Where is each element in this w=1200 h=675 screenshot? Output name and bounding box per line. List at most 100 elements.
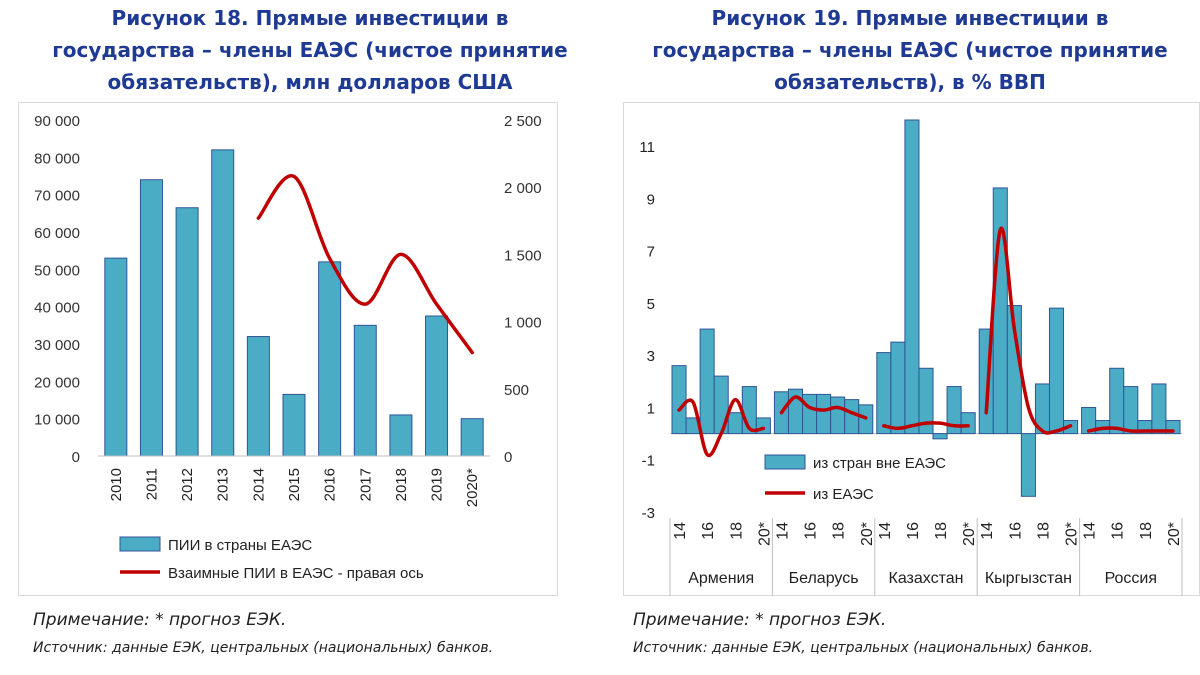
bar [890,341,906,435]
bar [816,393,832,435]
line-series [677,397,766,458]
x-tick-label: 18 [933,522,950,540]
figure18-title-line: обязательств), млн долларов США [107,70,513,94]
line-series [984,226,1073,435]
bar [1109,367,1125,435]
y-axis-tick-label: 11 [639,139,655,156]
bar [139,179,163,457]
x-tick-label: 16 [905,522,922,540]
x-tick-label: 2017 [357,468,374,501]
legend-line-label: из ЕАЭС [813,486,874,503]
figure19-chart: 11 9 7 5 3 1 -1 -3 14 16 18 20* Армения 14 16 18 20* Бела… [639,119,1183,596]
left-axis-tick-label: 70 000 [34,188,80,205]
y-axis-tick-label: 7 [647,244,655,261]
figure18-note: Примечание: * прогноз ЕЭК. [33,610,287,630]
bar [932,433,948,440]
line-series [882,421,970,431]
bar [282,393,306,457]
y-axis-tick-label: -1 [642,453,655,470]
bar [389,414,413,457]
group-label: Армения [688,570,754,587]
figure18-title: Рисунок 18. Прямые инвестиции в государс… [0,2,620,98]
figure18-source: Источник: данные ЕЭК, центральных (нацио… [33,640,494,656]
figure19-source: Источник: данные ЕЭК, центральных (нацио… [633,640,1094,656]
bar [175,207,199,457]
x-tick-label: 14 [672,522,689,540]
x-tick-label: 20* [961,522,978,546]
bar [1151,383,1167,435]
left-axis-tick-label: 80 000 [34,150,80,167]
bar [960,412,976,435]
figure19-note: Примечание: * прогноз ЕЭК. [633,610,887,630]
x-tick-label: 2013 [215,468,232,501]
group-label: Кыргызстан [985,570,1072,587]
group-label: Беларусь [789,570,859,587]
bar [844,399,860,435]
right-axis-tick-label: 2 500 [504,113,542,130]
bar [830,396,846,435]
left-axis-tick-label: 40 000 [34,300,80,317]
x-tick-label: 18 [1138,522,1155,540]
y-axis-tick-label: -3 [642,505,655,522]
y-axis-tick-label: 1 [647,400,655,417]
y-axis-tick-label: 9 [647,191,655,208]
figure18-title-line: государства – члены ЕАЭС (чистое приняти… [52,38,568,62]
x-tick-label: 18 [1035,522,1052,540]
x-tick-label: 2016 [322,468,339,501]
x-tick-label: 14 [1082,522,1099,540]
x-tick-label: 2018 [393,468,410,501]
bar [699,328,715,435]
legend-bar-label: ПИИ в страны ЕАЭС [168,537,312,554]
bar [802,393,818,435]
x-tick-label: 16 [1110,522,1127,540]
bar [918,367,934,435]
bar [246,336,270,457]
legend-bar-label: из стран вне ЕАЭС [813,455,946,472]
right-axis-tick-label: 500 [504,382,529,399]
x-tick-label: 16 [700,522,717,540]
y-axis-tick-label: 5 [647,296,655,313]
left-axis-tick-label: 20 000 [34,374,80,391]
figure19-title-line: Рисунок 19. Прямые инвестиции в [711,6,1109,30]
right-axis-tick-label: 2 000 [504,180,542,197]
figure18-chart: 0 10 000 20 000 30 000 40 000 50 000 60 000 70 … [34,113,542,582]
bar [318,261,342,457]
x-tick-label: 2012 [179,468,196,501]
x-tick-label: 14 [979,522,996,540]
y-axis-tick-label: 3 [647,348,655,365]
bar [1020,433,1036,497]
line-series [256,174,474,355]
x-tick-label: 16 [803,522,820,540]
bar [727,412,743,435]
x-tick-label: 20* [1166,522,1183,546]
bar [1048,307,1065,435]
bar [104,257,128,457]
left-axis-tick-label: 10 000 [34,412,80,429]
group-label: Россия [1105,570,1157,587]
bar [904,119,920,435]
x-tick-label: 20* [859,522,876,546]
right-axis-tick-label: 1 000 [504,315,542,332]
line-series [1086,426,1175,433]
left-axis-tick-label: 60 000 [34,225,80,242]
right-axis-tick-label: 0 [504,449,512,466]
legend-bar-swatch [764,454,806,470]
x-tick-label: 18 [831,522,848,540]
x-tick-label: 2020* [464,468,481,507]
bar [425,315,449,457]
bar [946,386,962,435]
bar [353,324,377,457]
group-label: Казахстан [889,570,964,587]
x-tick-label: 20* [1064,522,1081,546]
bar [992,187,1008,435]
figure19-title-line: обязательств), в % ВВП [774,70,1046,94]
left-axis-tick-label: 90 000 [34,113,80,130]
x-tick-label: 2011 [143,468,160,500]
figure19-title: Рисунок 19. Прямые инвестиции в государс… [620,2,1200,98]
line-series [779,395,868,420]
x-tick-label: 2014 [250,468,267,501]
x-tick-label: 18 [728,522,745,540]
x-tick-label: 14 [877,522,894,540]
right-axis-tick-label: 1 500 [504,247,542,264]
legend-bar-swatch [119,536,161,552]
